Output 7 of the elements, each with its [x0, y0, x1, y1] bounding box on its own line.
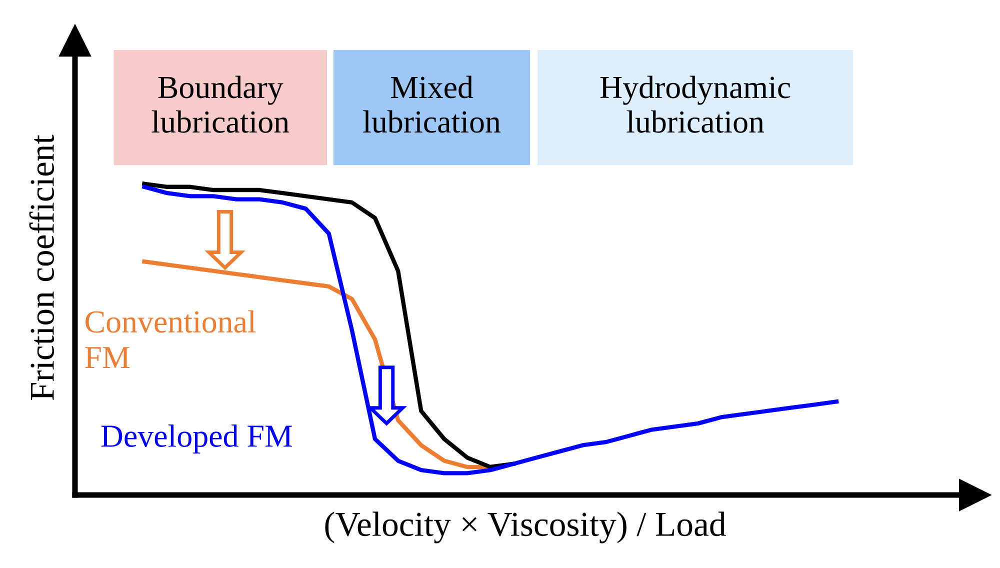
text: Developed FM — [101, 424, 292, 454]
text: Boundary lubrication — [152, 76, 290, 133]
text: Mixed lubrication — [363, 76, 500, 133]
y-axis-title: Friction coefficient — [29, 134, 54, 400]
series-label: Conventional FM — [85, 310, 256, 368]
x-axis-title: (Velocity × Viscosity) / Load — [325, 512, 726, 544]
text: Hydrodynamic lubrication — [600, 76, 790, 133]
